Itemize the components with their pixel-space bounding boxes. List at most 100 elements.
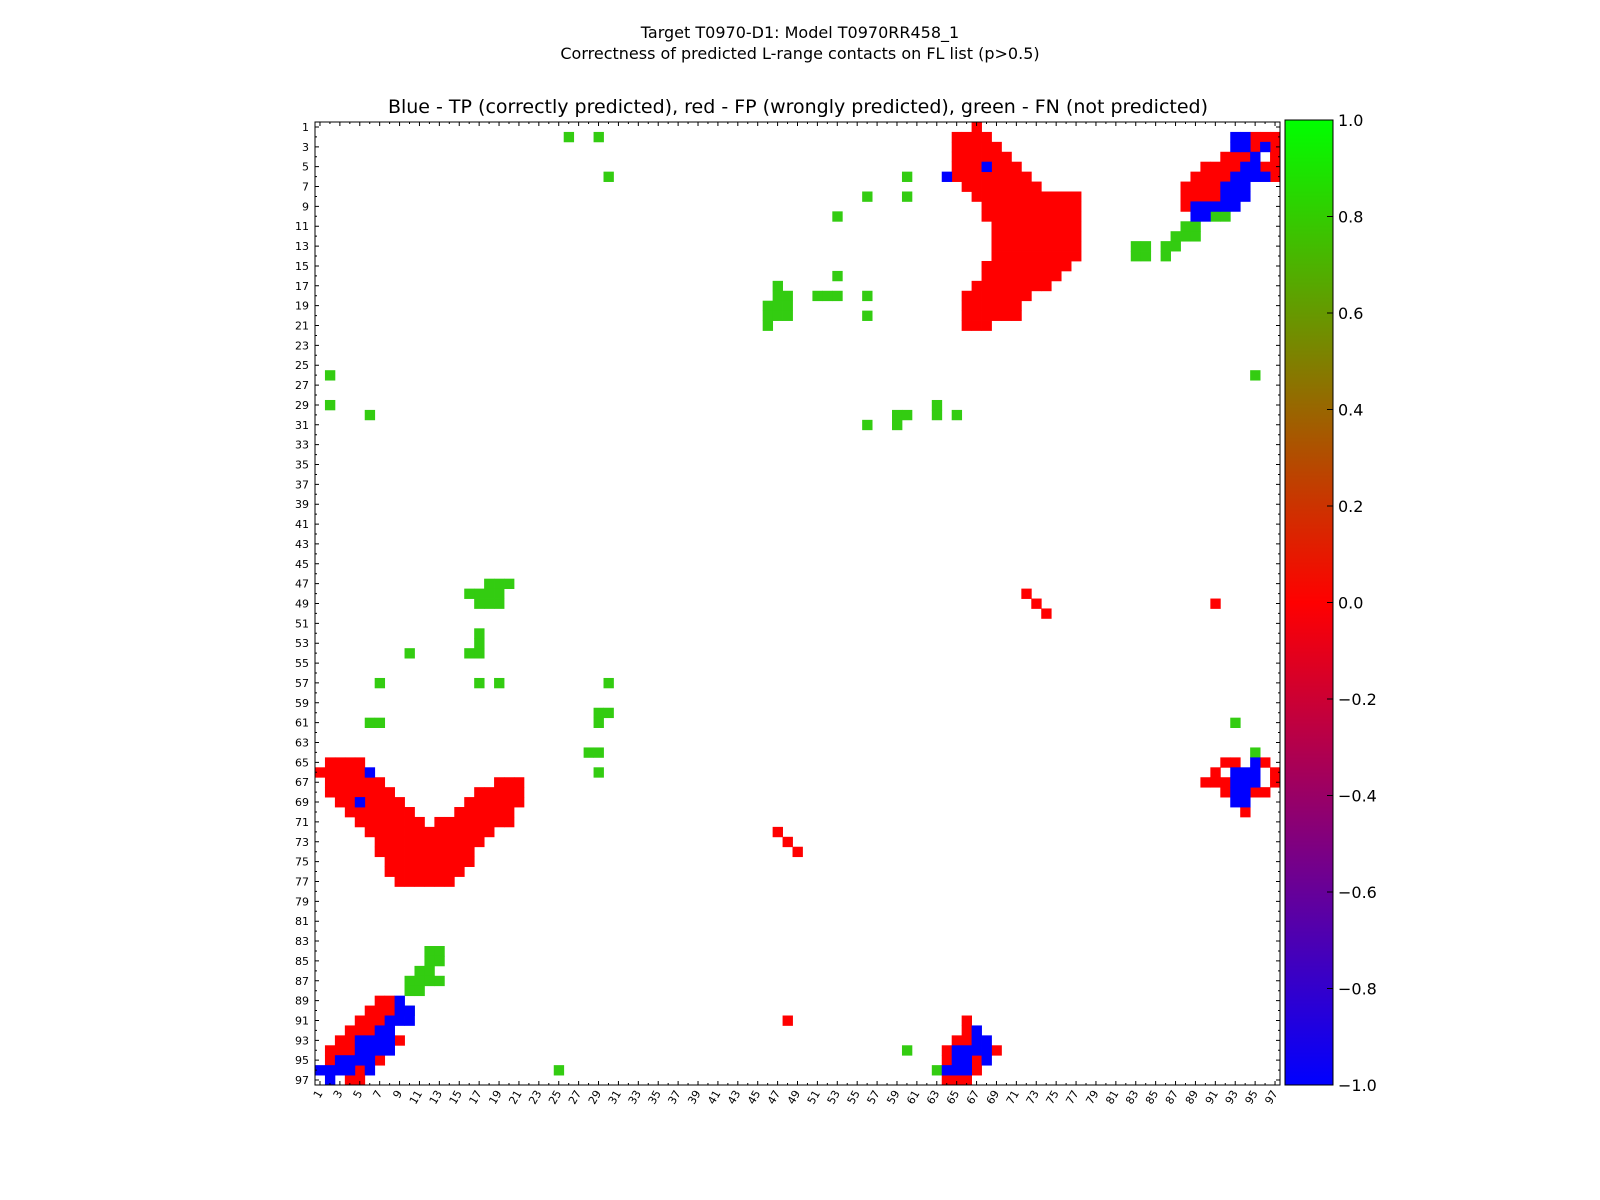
y-tick-label-63: 63 [295, 736, 309, 749]
cell-fp-69-20 [504, 797, 515, 808]
y-tick-label-89: 89 [295, 995, 309, 1008]
x-tick-label-81: 81 [1103, 1088, 1121, 1107]
cell-fp-69-3 [334, 797, 346, 808]
cell-fp-11-76 [1061, 221, 1072, 232]
cell-fn-18-56 [862, 290, 873, 302]
cell-fp-16-72 [1021, 270, 1032, 282]
cell-fp-9-76 [1061, 201, 1072, 212]
cell-tp-7-94 [1240, 181, 1251, 192]
cell-fn-60-30 [603, 707, 614, 719]
cell-fp-19-66 [961, 300, 972, 312]
cell-fp-74-9 [394, 846, 405, 858]
cell-fp-5-93 [1230, 161, 1241, 173]
cell-fp-68-19 [494, 787, 505, 798]
cell-tp-90-10 [404, 1005, 415, 1016]
cell-fn-29-2 [324, 399, 336, 411]
cell-fp-10-76 [1061, 211, 1072, 222]
cell-fp-76-14 [444, 866, 455, 877]
cell-fp-14-77 [1071, 251, 1082, 262]
cell-fp-70-9 [394, 807, 405, 818]
cell-fp-71-8 [384, 816, 395, 828]
cell-fp-65-92 [1220, 757, 1231, 768]
cell-fp-91-5 [354, 1015, 366, 1026]
x-tick-label-57: 57 [864, 1088, 882, 1107]
x-tick-label-35: 35 [646, 1088, 664, 1107]
cell-fp-73-15 [454, 836, 465, 848]
x-tick-label-77: 77 [1063, 1088, 1081, 1107]
cell-fn-48-19 [494, 588, 505, 599]
cell-fp-8-77 [1071, 191, 1082, 202]
cell-fp-66-3 [334, 767, 346, 778]
cell-fn-12-89 [1190, 231, 1201, 242]
cell-fn-30-60 [901, 409, 913, 421]
cell-fp-76-12 [424, 866, 435, 877]
cell-tp-5-68 [981, 161, 992, 173]
y-tick-label-93: 93 [295, 1034, 309, 1047]
cell-tp-3-94 [1240, 141, 1251, 153]
cell-fn-14-83 [1130, 251, 1142, 262]
cell-fp-68-20 [504, 787, 515, 798]
cell-fp-75-9 [394, 856, 405, 867]
y-tick-label-31: 31 [295, 419, 309, 432]
cell-fp-10-75 [1051, 211, 1062, 222]
cell-fp-68-5 [354, 787, 366, 798]
x-tick-label-45: 45 [745, 1088, 763, 1107]
cell-fp-74-10 [404, 846, 415, 858]
cell-fp-3-65 [951, 141, 963, 153]
cell-tp-2-94 [1240, 131, 1251, 143]
cell-fn-13-86 [1160, 241, 1171, 252]
cell-fp-75-11 [414, 856, 425, 867]
cell-fp-11-70 [1001, 221, 1012, 232]
cell-fp-8-90 [1200, 191, 1211, 202]
colorbar-tick-label: −0.2 [1338, 690, 1377, 709]
cell-fp-68-21 [513, 787, 525, 798]
cell-fp-68-18 [484, 787, 495, 798]
cell-fp-12-72 [1021, 231, 1032, 242]
cell-fp-14-71 [1011, 251, 1022, 262]
x-tick-label-61: 61 [904, 1088, 922, 1107]
cell-tp-96-65 [951, 1065, 963, 1076]
x-tick-label-25: 25 [546, 1088, 564, 1107]
cell-fp-9-69 [991, 201, 1002, 212]
cell-fp-6-70 [1001, 171, 1012, 182]
cell-fp-71-5 [354, 816, 366, 828]
cell-fn-64-28 [583, 747, 594, 758]
cell-fp-70-94 [1240, 807, 1251, 818]
cell-fn-48-17 [474, 588, 485, 599]
y-tick-label-75: 75 [295, 856, 309, 869]
cell-fn-30-59 [892, 409, 903, 421]
cell-fp-7-66 [961, 181, 972, 192]
cell-tp-9-89 [1190, 201, 1201, 212]
cell-fp-92-5 [354, 1025, 366, 1036]
cell-fp-97-64 [941, 1075, 953, 1086]
x-tick-label-9: 9 [390, 1088, 405, 1101]
cell-tp-89-9 [394, 995, 405, 1006]
cell-fn-13-84 [1140, 241, 1152, 252]
y-tick-label-19: 19 [295, 300, 309, 313]
cell-tp-96-6 [364, 1065, 376, 1076]
cell-tp-9-93 [1230, 201, 1241, 212]
cell-fn-85-12 [424, 955, 435, 967]
x-tick-label-65: 65 [944, 1088, 962, 1107]
cell-fp-92-66 [961, 1025, 972, 1036]
cell-fp-75-15 [454, 856, 465, 867]
cell-fp-6-71 [1011, 171, 1022, 182]
cell-fn-49-18 [484, 598, 495, 609]
cell-fp-74-11 [414, 846, 425, 858]
cell-fn-52-17 [474, 628, 485, 639]
cell-fp-91-66 [961, 1015, 972, 1026]
cell-fn-49-17 [474, 598, 485, 609]
cell-fp-72-16 [464, 826, 475, 838]
cell-tp-69-93 [1230, 797, 1241, 808]
cell-tp-2-93 [1230, 131, 1241, 143]
x-tick-label-91: 91 [1203, 1088, 1221, 1107]
cell-fn-54-10 [404, 648, 415, 659]
cell-fn-30-6 [364, 409, 376, 421]
cell-fp-67-92 [1220, 777, 1231, 788]
cell-fp-77-14 [444, 876, 455, 887]
y-tick-label-47: 47 [295, 578, 309, 591]
x-tick-label-41: 41 [705, 1088, 723, 1107]
cell-fn-18-52 [822, 290, 833, 302]
colorbar-tick-label: −0.8 [1338, 980, 1377, 999]
cell-fp-19-69 [991, 300, 1002, 312]
